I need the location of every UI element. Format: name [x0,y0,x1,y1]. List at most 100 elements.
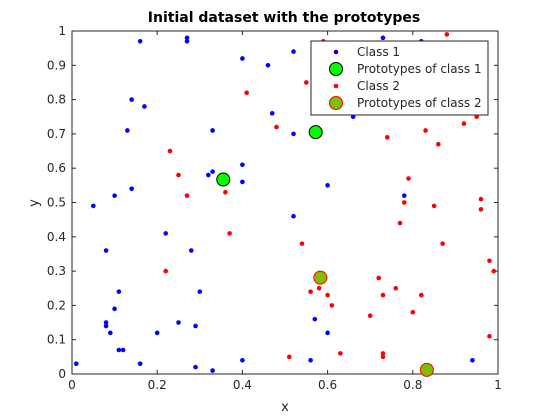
series-1-point [210,128,215,133]
y-tick-label: 0.7 [47,127,66,141]
legend-marker [329,96,343,110]
series-2-point [308,125,323,140]
series-1-point [240,179,245,185]
series-1-point [137,38,143,44]
series-3-point [376,275,382,281]
series-1-point [312,316,318,322]
y-tick-label: 0.4 [47,230,66,244]
series-1-point [206,172,211,178]
series-3-point [223,189,228,195]
series-3-point [304,80,309,85]
series-1-point [188,248,194,253]
series-3-point [397,220,403,226]
series-1-point [73,361,79,367]
series-3-point [436,141,441,147]
series-3-point [167,148,173,154]
series-3-point [286,354,292,360]
series-2 [216,125,323,187]
series-3-point [316,285,322,291]
y-tick-label: 0.5 [47,196,66,210]
series-1-point [291,49,296,54]
series-1-point [103,248,109,253]
legend-label: Class 2 [357,79,400,93]
series-1-point [210,169,215,174]
legend-marker [329,62,343,76]
series-3-point [474,114,480,120]
series-3-point [329,303,335,308]
x-tick-label: 0.4 [233,378,252,392]
series-1-point [137,361,143,367]
series-3-point [244,90,249,96]
y-tick-label: 0.8 [47,93,66,107]
series-4 [313,270,434,377]
x-tick-label: 0.8 [403,378,422,392]
series-3-point [461,121,467,126]
series-1-point [129,97,134,102]
series-1-point [116,289,122,294]
series-1-point [240,56,245,61]
series-1-point [291,213,296,219]
series-3-point [384,135,390,140]
series-1-point [325,330,330,336]
y-tick-label: 1 [58,24,66,38]
series-3-point [478,196,484,202]
y-tick-label: 0.6 [47,161,66,175]
series-3-point [401,200,407,205]
series-1-point [325,183,330,188]
series-1-point [269,111,275,116]
series-3-point [380,351,386,356]
series-1 [73,35,475,373]
series-1-point [470,357,475,363]
x-tick-label: 1 [494,378,502,392]
series-3-point [410,309,416,315]
series-4-point [419,362,434,377]
axis-ticks: 0 0.2 0.4 0.6 0.8 1 0 0.1 0.2 0.3 0.4 0.5 0.6 0.7 0.8 0… [47,24,502,392]
series-3-point [478,207,484,212]
series-1-point [112,306,117,312]
chart-title: Initial dataset with the prototypes [148,10,420,26]
series-1-point [108,330,113,336]
series-3-point [444,32,450,37]
series-1-point [265,63,271,68]
series-1-point [163,231,169,236]
series-3-point [227,231,232,236]
series-3-point [274,124,279,130]
legend: Class 1 Prototypes of class 1 Class 2 Proto… [310,40,489,116]
series-1-point [125,128,130,133]
series-3-point [393,285,399,291]
series-1-point [120,347,126,353]
series-3-point [338,351,343,356]
series-3-point [184,193,190,198]
series-3-point [440,241,445,246]
x-axis-label: x [281,400,289,415]
x-tick-label: 0.6 [318,378,337,392]
series-1-point [116,347,122,353]
x-tick-label: 0.2 [148,378,167,392]
series-3-point [380,292,386,298]
series-1-point [184,38,190,44]
x-tick-label: 0 [68,378,76,392]
series-1-point [176,320,181,325]
y-axis-label: y [27,199,42,207]
series-1-point [210,368,215,373]
series-3-point [163,268,169,274]
series-3-point [423,128,428,133]
legend-label: Prototypes of class 1 [357,62,482,76]
y-tick-label: 0.9 [47,58,66,72]
y-tick-label: 0 [58,367,66,381]
legend-label: Class 1 [357,45,400,59]
series-1-point [91,203,96,209]
series-3-point [380,354,386,360]
series-3-point [487,258,492,264]
series-1-point [291,131,296,137]
series-1-point [184,35,190,41]
series-1-point [308,357,313,363]
series-2-point [216,172,231,187]
series-3-point [299,241,305,246]
series-4-point [313,270,328,285]
series-1-point [142,104,147,109]
legend-marker [333,49,339,55]
legend-marker [333,83,339,89]
series-3-point [308,289,313,294]
